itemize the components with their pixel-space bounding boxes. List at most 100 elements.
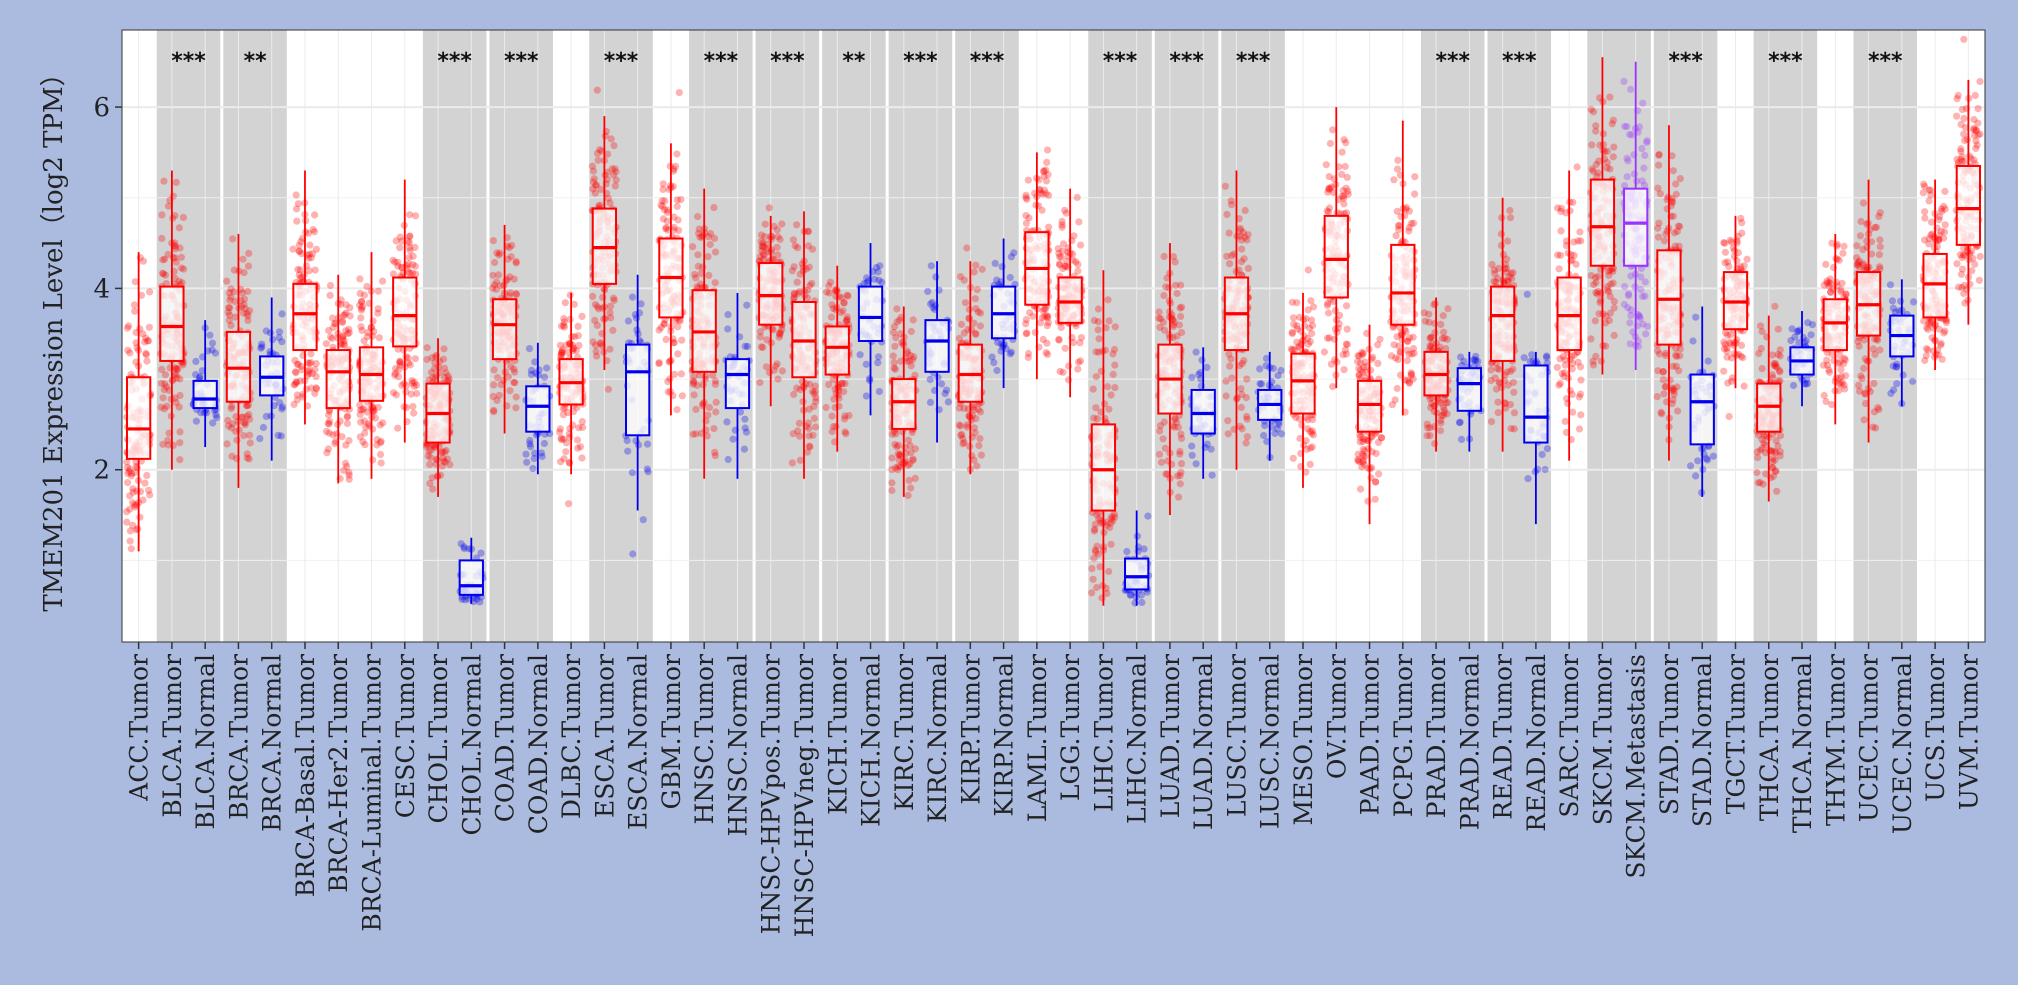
data-point [458, 595, 466, 603]
data-point [1289, 454, 1297, 462]
data-point [1043, 158, 1051, 166]
data-point [307, 384, 315, 392]
data-point [129, 521, 137, 530]
data-point [965, 305, 973, 314]
data-point [1024, 353, 1032, 362]
data-point [325, 407, 334, 415]
data-point [942, 386, 951, 394]
data-point [506, 387, 514, 395]
data-point [1588, 165, 1596, 173]
data-point [294, 200, 302, 208]
data-point [535, 366, 543, 374]
data-point [1101, 415, 1109, 423]
data-point [389, 270, 397, 278]
data-point [238, 413, 246, 422]
data-point [588, 162, 597, 170]
data-point [1298, 421, 1306, 429]
data-point [360, 291, 368, 299]
data-point [740, 445, 749, 453]
data-point [1655, 350, 1664, 358]
data-point [1192, 348, 1200, 356]
data-point [1374, 359, 1382, 367]
data-point [161, 255, 169, 263]
data-point [699, 402, 707, 410]
data-point [331, 320, 339, 328]
data-point [561, 404, 569, 412]
data-point [139, 257, 147, 265]
data-point [409, 402, 417, 411]
data-point [1572, 260, 1580, 268]
data-point [540, 373, 549, 381]
data-point [1305, 324, 1314, 332]
data-point [364, 328, 372, 336]
data-point [1575, 393, 1583, 401]
data-point [404, 264, 412, 272]
data-point [757, 237, 765, 245]
data-point [1177, 468, 1185, 476]
data-point [692, 405, 700, 413]
data-point [1621, 122, 1629, 130]
data-point [609, 294, 618, 302]
data-point [1692, 313, 1700, 321]
data-point [172, 364, 180, 372]
data-point [1520, 354, 1528, 362]
data-point [805, 424, 813, 433]
data-point [1040, 167, 1048, 175]
data-point [278, 403, 287, 411]
data-point [1395, 342, 1403, 350]
data-point [229, 420, 237, 428]
data-point [1393, 165, 1402, 173]
data-point [141, 338, 149, 346]
data-point [808, 245, 817, 253]
data-point [298, 273, 306, 281]
data-point [438, 462, 446, 470]
data-point [290, 381, 298, 389]
data-point [171, 364, 179, 372]
data-point [559, 405, 567, 413]
data-point [629, 550, 637, 558]
data-point [875, 276, 883, 284]
data-point [705, 271, 713, 279]
data-point [1323, 334, 1332, 342]
data-point [1538, 450, 1546, 459]
data-point [1410, 349, 1418, 357]
data-point [346, 304, 354, 312]
data-point [1065, 376, 1073, 384]
data-point [197, 409, 205, 417]
data-point [1110, 510, 1118, 518]
data-point [313, 385, 321, 393]
data-point [406, 243, 414, 251]
data-point [1388, 401, 1396, 409]
data-point [1371, 495, 1379, 503]
data-point [129, 488, 137, 496]
data-point [994, 338, 1002, 347]
data-point [123, 463, 131, 471]
data-point [1561, 361, 1569, 369]
data-point [404, 354, 412, 362]
data-point [275, 328, 284, 336]
data-point [1323, 301, 1331, 309]
data-point [1359, 349, 1367, 357]
data-point [1627, 311, 1635, 319]
data-point [1306, 444, 1314, 452]
data-point [1506, 214, 1515, 222]
data-point [1624, 304, 1632, 312]
data-point [905, 476, 913, 484]
data-point [324, 445, 332, 453]
data-point [1288, 346, 1297, 354]
data-point [435, 442, 443, 450]
data-point [889, 352, 897, 360]
data-point [246, 307, 254, 315]
data-point [312, 384, 320, 392]
data-point [558, 351, 566, 359]
data-point [1590, 281, 1598, 289]
data-point [662, 335, 670, 344]
data-point [164, 250, 172, 259]
data-point [445, 375, 453, 383]
data-point [961, 299, 970, 307]
data-point [1437, 320, 1445, 328]
data-point [564, 409, 572, 417]
data-point [1654, 233, 1663, 241]
data-point [159, 394, 167, 402]
data-point [778, 220, 786, 228]
